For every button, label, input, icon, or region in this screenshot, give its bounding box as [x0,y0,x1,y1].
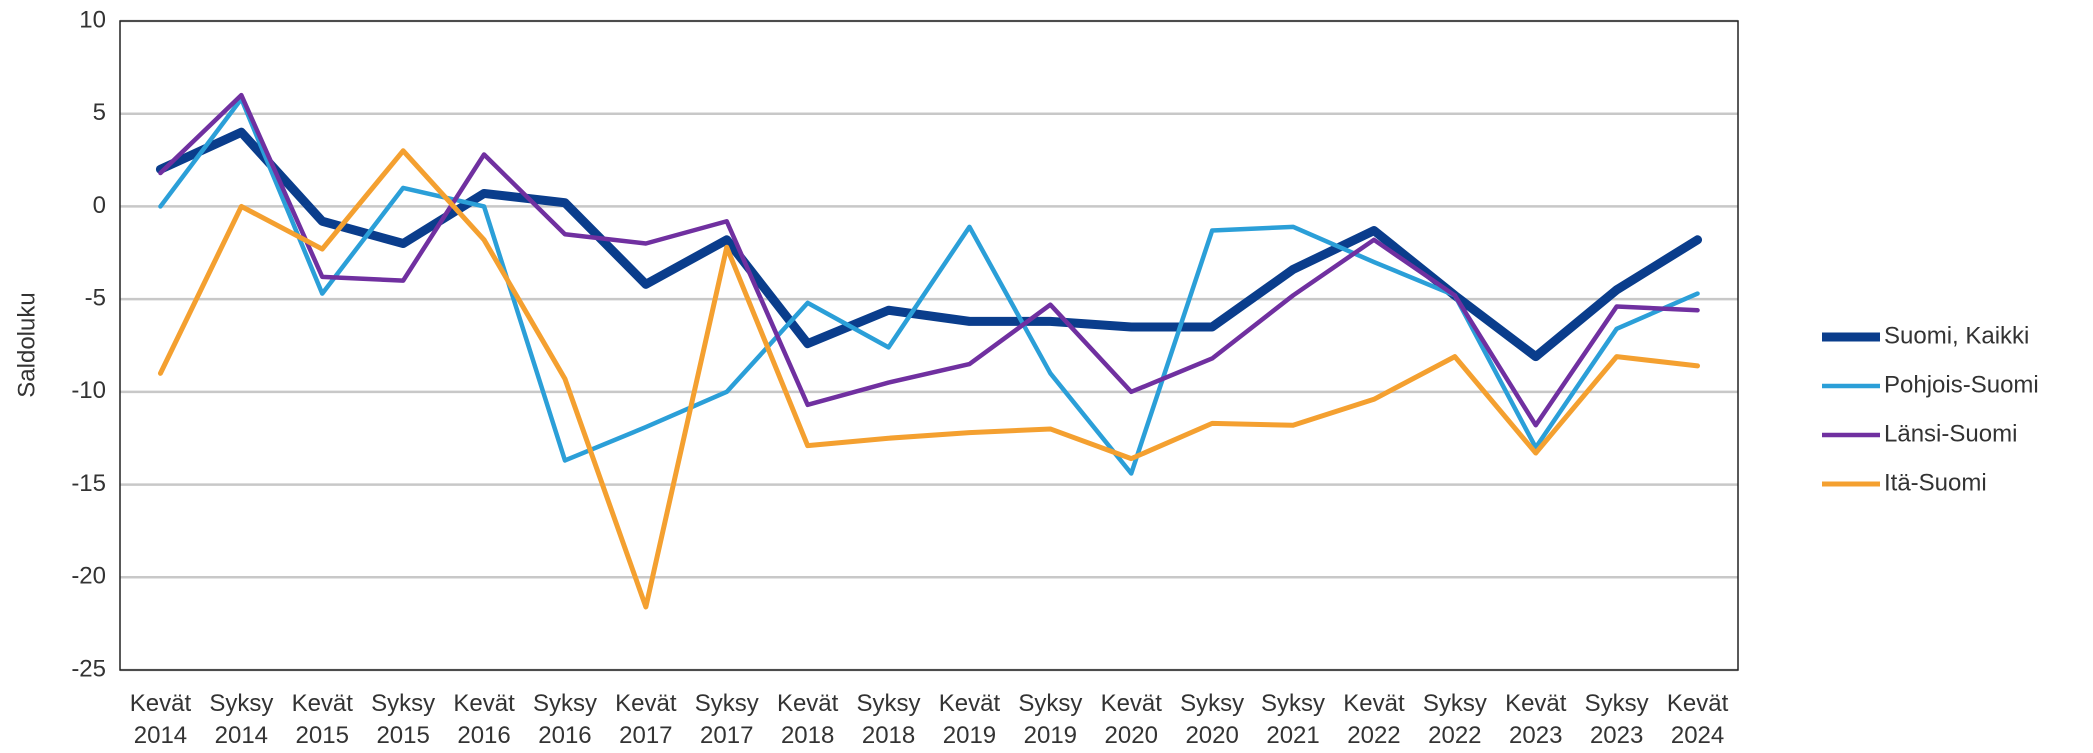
y-tick-label: -15 [71,470,106,497]
x-tick-label: Kevät 2018 [777,690,839,749]
y-tick-label: -10 [71,377,106,404]
y-tick-label: -20 [71,563,106,590]
series-line [158,96,1700,476]
x-tick-label: Kevät 2023 [1505,690,1567,749]
x-tick-label: Syksy 2022 [1423,690,1487,749]
x-tick-label: Syksy 2019 [1018,690,1082,749]
y-tick-label: -25 [71,655,106,682]
x-tick-label: Kevät 2014 [130,690,192,749]
y-tick-label: -5 [85,284,106,311]
x-tick-label: Syksy 2023 [1585,690,1649,749]
legend-label: Itä-Suomi [1884,469,1987,496]
x-tick-label: Syksy 2021 [1261,690,1325,749]
x-tick-label: Kevät 2017 [615,690,677,749]
x-tick-label: Syksy 2016 [533,690,597,749]
x-tick-label: Syksy 2017 [695,690,759,749]
y-tick-label: 5 [93,99,106,126]
x-tick-label: Syksy 2015 [371,690,435,749]
y-tick-label: 0 [93,192,106,219]
y-tick-label: 10 [79,6,106,33]
series-line [158,92,1700,428]
legend-label: Länsi-Suomi [1884,420,2017,447]
x-tick-label: Kevät 2015 [292,690,354,749]
x-tick-label: Kevät 2022 [1343,690,1405,749]
x-tick-label: Kevät 2020 [1101,690,1163,749]
y-axis-label: Saldoluku [13,292,40,397]
x-tick-label: Syksy 2014 [209,690,273,749]
plot-border [119,20,1739,671]
legend-label: Pohjois-Suomi [1884,371,2039,398]
legend-label: Suomi, Kaikki [1884,322,2029,349]
series-line [157,148,1701,610]
x-tick-label: Kevät 2019 [939,690,1001,749]
x-tick-label: Kevät 2016 [453,690,515,749]
x-tick-label: Kevät 2024 [1667,690,1729,749]
x-tick-label: Syksy 2020 [1180,690,1244,749]
x-tick-label: Syksy 2018 [857,690,921,749]
